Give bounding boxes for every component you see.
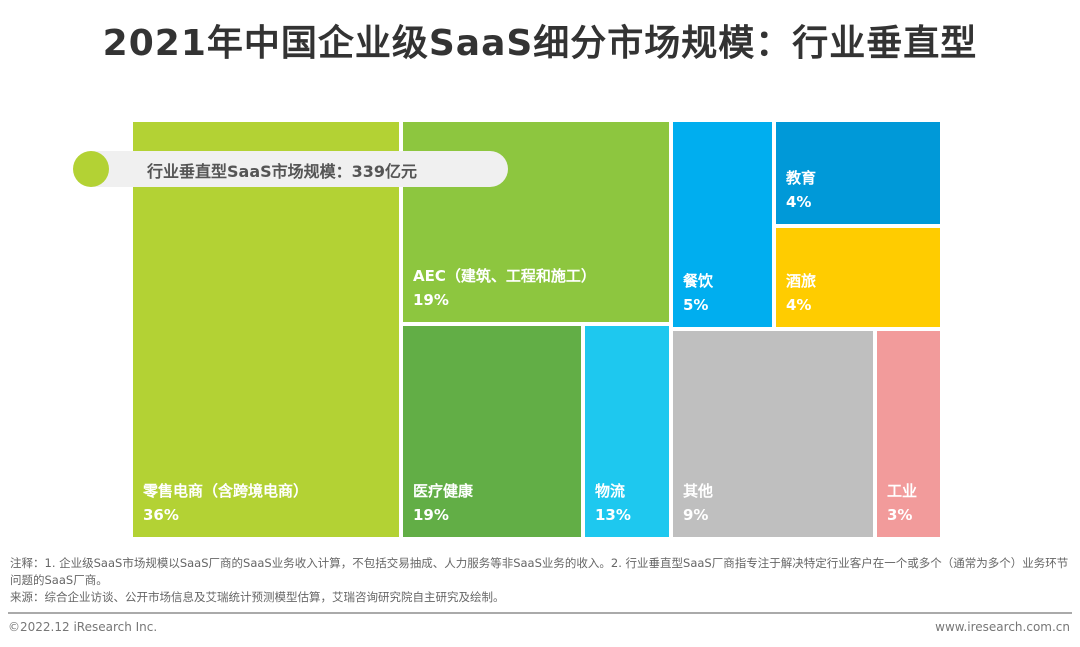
- tile-name: 酒旅: [786, 272, 817, 290]
- treemap-tile: 其他 9%: [673, 331, 873, 537]
- bullet-dot-icon: [73, 151, 109, 187]
- tile-value: 13%: [595, 506, 631, 524]
- treemap-tile: 教育 4%: [776, 122, 940, 224]
- tile-value: 9%: [683, 506, 709, 524]
- website-link[interactable]: www.iresearch.com.cn: [935, 620, 1070, 634]
- notes: 注释：1. 企业级SaaS市场规模以SaaS厂商的SaaS业务收入计算，不包括交…: [10, 555, 1070, 606]
- tile-value: 4%: [786, 193, 812, 211]
- treemap-tile: 医疗健康 19%: [403, 326, 581, 537]
- tile-value: 3%: [887, 506, 913, 524]
- tile-name: 物流: [595, 482, 626, 500]
- total-label: 行业垂直型SaaS市场规模：339亿元: [147, 162, 418, 181]
- divider: [8, 612, 1072, 614]
- tile-value: 19%: [413, 506, 449, 524]
- tile-name: 教育: [786, 169, 817, 187]
- source-text: 来源：综合企业访谈、公开市场信息及艾瑞统计预测模型估算，艾瑞咨询研究院自主研究及…: [10, 590, 505, 604]
- tile-name: 其他: [683, 482, 714, 500]
- note-text: 注释：1. 企业级SaaS市场规模以SaaS厂商的SaaS业务收入计算，不包括交…: [10, 556, 1069, 587]
- tile-name: 工业: [887, 482, 918, 500]
- copyright: ©2022.12 iResearch Inc.: [8, 620, 158, 634]
- tile-value: 5%: [683, 296, 709, 314]
- treemap-tile: 工业 3%: [877, 331, 940, 537]
- total-label-pill: [74, 151, 508, 187]
- tile-value: 19%: [413, 291, 449, 309]
- treemap-tile: 餐饮 5%: [673, 122, 772, 327]
- tile-value: 36%: [143, 506, 179, 524]
- treemap-tile: 零售电商（含跨境电商） 36%: [133, 122, 399, 537]
- tile-name: AEC（建筑、工程和施工）: [413, 267, 596, 285]
- treemap-tile: 酒旅 4%: [776, 228, 940, 327]
- tile-name: 餐饮: [683, 272, 714, 290]
- tile-name: 医疗健康: [413, 482, 474, 500]
- chart-title: 2021年中国企业级SaaS细分市场规模：行业垂直型: [102, 23, 978, 64]
- tile-name: 零售电商（含跨境电商）: [143, 482, 309, 500]
- treemap-tile: 物流 13%: [585, 326, 669, 537]
- tile-value: 4%: [786, 296, 812, 314]
